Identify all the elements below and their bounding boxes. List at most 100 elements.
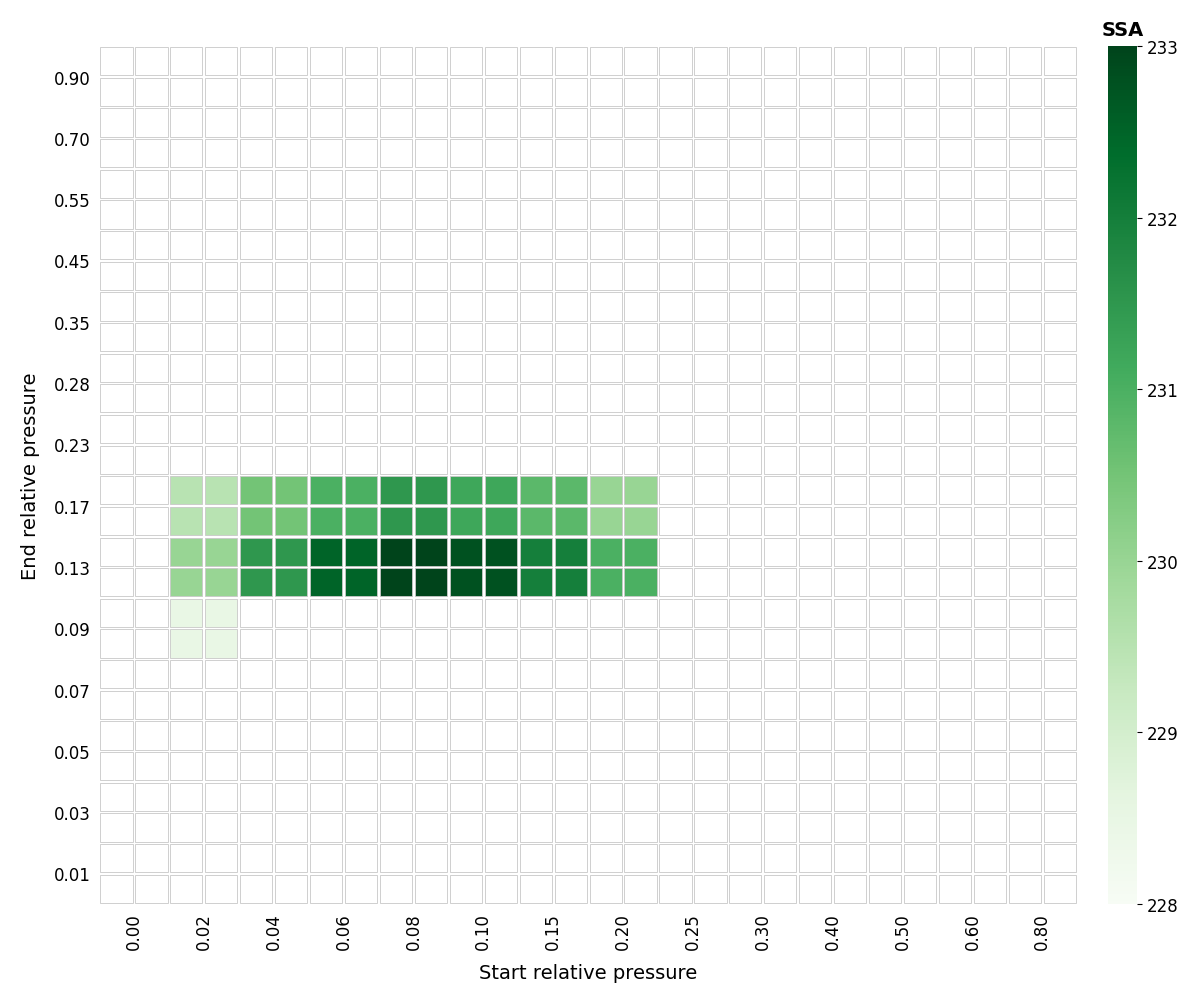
Bar (660, 813, 691, 842)
Bar (799, 263, 832, 291)
Bar (938, 232, 971, 260)
Bar (205, 599, 238, 628)
X-axis label: Start relative pressure: Start relative pressure (479, 963, 697, 982)
Bar (310, 813, 342, 842)
Bar (624, 446, 656, 474)
Bar (310, 752, 342, 780)
Bar (240, 508, 272, 536)
Bar (415, 476, 448, 505)
Bar (520, 875, 552, 903)
Bar (660, 140, 691, 169)
Bar (695, 722, 726, 750)
Bar (695, 569, 726, 597)
Bar (1044, 109, 1076, 137)
Bar (380, 722, 412, 750)
Bar (1044, 599, 1076, 628)
Bar (415, 324, 448, 352)
Bar (764, 324, 797, 352)
Bar (170, 263, 203, 291)
Bar (764, 354, 797, 382)
Bar (624, 293, 656, 321)
Bar (310, 79, 342, 107)
Bar (974, 691, 1006, 719)
Bar (730, 446, 762, 474)
Bar (695, 324, 726, 352)
Bar (310, 569, 342, 597)
Bar (834, 508, 866, 536)
Bar (205, 232, 238, 260)
Bar (346, 354, 377, 382)
Bar (554, 875, 587, 903)
Bar (869, 202, 901, 230)
Bar (554, 109, 587, 137)
Bar (799, 171, 832, 199)
Bar (485, 171, 517, 199)
Bar (695, 875, 726, 903)
Bar (101, 415, 132, 443)
Bar (938, 752, 971, 780)
Bar (799, 783, 832, 811)
Bar (1044, 752, 1076, 780)
Bar (346, 446, 377, 474)
Bar (764, 599, 797, 628)
Bar (589, 354, 622, 382)
Bar (380, 263, 412, 291)
Bar (799, 599, 832, 628)
Bar (695, 813, 726, 842)
Bar (554, 415, 587, 443)
Bar (589, 385, 622, 413)
Bar (1044, 569, 1076, 597)
Bar (869, 508, 901, 536)
Bar (170, 79, 203, 107)
Bar (1044, 875, 1076, 903)
Bar (660, 109, 691, 137)
Bar (589, 783, 622, 811)
Bar (450, 476, 482, 505)
Bar (136, 538, 168, 566)
Bar (170, 691, 203, 719)
Bar (938, 630, 971, 658)
Bar (520, 140, 552, 169)
Bar (938, 446, 971, 474)
Bar (450, 79, 482, 107)
Bar (485, 569, 517, 597)
Bar (1009, 354, 1040, 382)
Bar (136, 354, 168, 382)
Bar (730, 630, 762, 658)
Bar (380, 476, 412, 505)
Bar (520, 813, 552, 842)
Bar (485, 875, 517, 903)
Bar (380, 813, 412, 842)
Bar (974, 538, 1006, 566)
Bar (310, 630, 342, 658)
Bar (450, 109, 482, 137)
Bar (660, 293, 691, 321)
Bar (170, 202, 203, 230)
Bar (974, 202, 1006, 230)
Bar (310, 385, 342, 413)
Bar (695, 752, 726, 780)
Bar (1044, 79, 1076, 107)
Bar (554, 202, 587, 230)
Bar (554, 538, 587, 566)
Bar (450, 813, 482, 842)
Bar (1009, 293, 1040, 321)
Bar (660, 752, 691, 780)
Bar (310, 599, 342, 628)
Bar (485, 324, 517, 352)
Bar (170, 783, 203, 811)
Bar (415, 354, 448, 382)
Bar (764, 263, 797, 291)
Bar (310, 446, 342, 474)
Bar (695, 354, 726, 382)
Bar (660, 263, 691, 291)
Bar (380, 538, 412, 566)
Bar (799, 79, 832, 107)
Bar (136, 599, 168, 628)
Bar (1044, 202, 1076, 230)
Bar (101, 476, 132, 505)
Bar (904, 783, 936, 811)
Bar (520, 109, 552, 137)
Bar (1009, 569, 1040, 597)
Bar (1044, 232, 1076, 260)
